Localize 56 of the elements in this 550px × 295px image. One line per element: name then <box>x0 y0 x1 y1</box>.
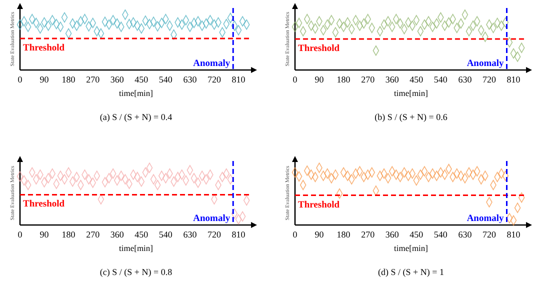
x-tick-label: 270 <box>361 74 376 84</box>
x-tick-label: 180 <box>336 74 351 84</box>
x-tick-label: 0 <box>292 229 298 240</box>
x-tick-label: 360 <box>110 229 124 240</box>
text: (d) S / (S + N) = 1 <box>378 267 444 277</box>
x-tick-label: 720 <box>207 229 222 240</box>
x-axis-title: time[min] <box>394 88 428 98</box>
x-tick-label: 720 <box>482 229 496 240</box>
x-tick-label: 270 <box>86 74 100 84</box>
x-tick-label: 180 <box>62 229 76 240</box>
x-tick-label: 450 <box>410 74 424 84</box>
x-tick-label: 0 <box>18 229 23 240</box>
x-axis-title: time[min] <box>119 243 154 253</box>
ref-line-label: Anomaly <box>193 59 230 69</box>
x-tick-label: 90 <box>40 74 50 84</box>
x-tick-label: 810 <box>506 229 521 240</box>
x-tick-label: 360 <box>385 74 400 84</box>
x-tick-label: 90 <box>314 74 324 84</box>
x-tick-label: 90 <box>314 229 324 240</box>
x-tick-label: 270 <box>361 229 376 240</box>
x-tick-label: 450 <box>410 229 424 240</box>
x-tick-label: 810 <box>232 74 246 84</box>
x-tick-label: 270 <box>86 229 100 240</box>
x-tick-label: 540 <box>158 74 173 84</box>
x-tick-label: 540 <box>434 229 448 240</box>
ref-line-label: Threshold <box>298 44 340 54</box>
text: (c) S / (S + N) = 0.8 <box>100 267 173 277</box>
x-tick-label: 810 <box>232 229 246 240</box>
x-tick-label: 90 <box>40 229 50 240</box>
x-tick-label: 180 <box>62 74 76 84</box>
x-tick-label: 810 <box>506 74 521 84</box>
x-tick-label: 360 <box>385 229 400 240</box>
ref-line-label: Anomaly <box>466 214 504 224</box>
ref-line-label: Anomaly <box>466 59 504 69</box>
ref-line-label: Threshold <box>298 200 340 210</box>
x-tick-label: 630 <box>183 229 198 240</box>
x-tick-label: 360 <box>110 74 124 84</box>
x-axis-title: time[min] <box>119 88 154 98</box>
x-tick-label: 450 <box>134 229 149 240</box>
x-axis-title: time[min] <box>394 243 428 253</box>
ref-line-label: Threshold <box>23 200 66 210</box>
x-tick-label: 0 <box>292 74 298 84</box>
x-tick-label: 540 <box>434 74 448 84</box>
text: (b) S / (S + N) = 0.6 <box>374 112 448 122</box>
x-tick-label: 180 <box>336 229 351 240</box>
x-tick-label: 450 <box>134 74 149 84</box>
text: (a) S / (S + N) = 0.4 <box>100 112 173 122</box>
x-tick-label: 720 <box>482 74 496 84</box>
x-tick-label: 630 <box>458 229 472 240</box>
x-tick-label: 0 <box>18 74 23 84</box>
ref-line-label: Threshold <box>23 43 66 54</box>
x-tick-label: 630 <box>183 74 198 84</box>
ref-line-label: Anomaly <box>193 214 230 224</box>
x-tick-label: 630 <box>458 74 472 84</box>
x-tick-label: 720 <box>207 74 222 84</box>
x-tick-label: 540 <box>158 229 173 240</box>
